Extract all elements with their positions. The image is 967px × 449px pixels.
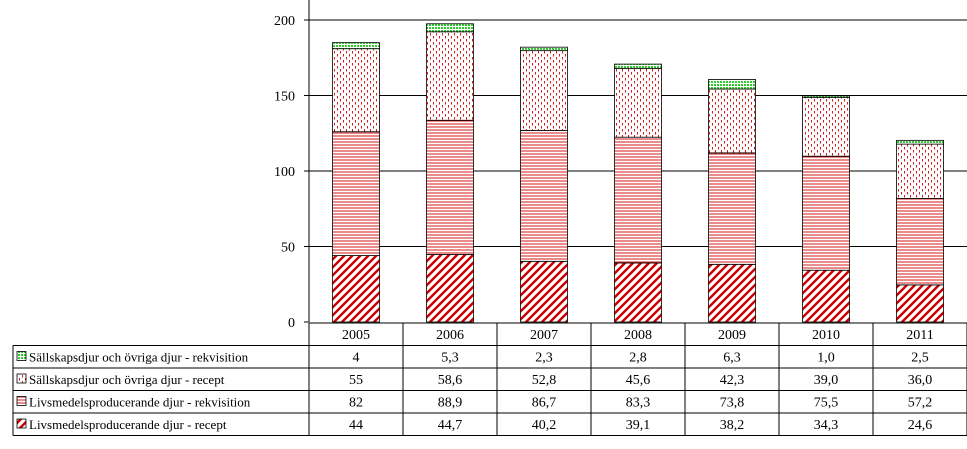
bar-segment xyxy=(520,50,568,131)
data-label: 2,8 xyxy=(629,351,647,366)
x-tick-label: 2005 xyxy=(342,328,370,343)
data-label: 55 xyxy=(349,373,363,388)
data-label: 58,6 xyxy=(438,373,463,388)
data-label: 1,0 xyxy=(817,351,835,366)
bar-segment xyxy=(896,198,944,286)
y-tick-label: 0 xyxy=(288,316,295,331)
bar-segment xyxy=(520,46,568,52)
data-label: 24,6 xyxy=(908,418,933,433)
bar-segment xyxy=(332,48,380,133)
bar-segment xyxy=(802,155,850,271)
bar-segment xyxy=(896,139,944,145)
data-label: 38,2 xyxy=(720,418,745,433)
data-label: 44,7 xyxy=(438,418,463,433)
data-label: 6,3 xyxy=(723,351,741,366)
legend-label: Livsmedelsproducerande djur - recept xyxy=(29,417,227,432)
data-label: 2,3 xyxy=(535,351,553,366)
data-label: 34,3 xyxy=(814,418,839,433)
x-tick-label: 2010 xyxy=(812,328,840,343)
bar-segment xyxy=(708,263,756,323)
y-tick-label: 50 xyxy=(281,241,295,256)
y-tick-label: 100 xyxy=(274,165,295,180)
bar-segment xyxy=(426,31,474,121)
bar-segment xyxy=(614,67,662,138)
bar-segment xyxy=(614,262,662,323)
data-label: 42,3 xyxy=(720,373,745,388)
data-label: 44 xyxy=(349,418,363,433)
bar-segment xyxy=(708,152,756,265)
x-tick-label: 2006 xyxy=(436,328,464,343)
legend-swatch xyxy=(16,418,27,429)
data-label: 57,2 xyxy=(908,396,933,411)
data-label: 83,3 xyxy=(626,396,651,411)
data-label: 88,9 xyxy=(438,396,463,411)
data-label: 4 xyxy=(353,351,360,366)
data-label: 86,7 xyxy=(532,396,557,411)
bar-segment xyxy=(614,136,662,264)
data-label: 39,1 xyxy=(626,418,651,433)
bar-segment xyxy=(426,23,474,33)
data-label: 75,5 xyxy=(814,396,839,411)
data-label: 82 xyxy=(349,396,363,411)
data-label: 45,6 xyxy=(626,373,651,388)
bar-segment xyxy=(520,260,568,323)
bar-segment xyxy=(708,88,756,154)
bar-segment xyxy=(426,254,474,323)
legend-label: Sällskapsdjur och övriga djur - rekvisit… xyxy=(29,350,249,365)
bar-segment xyxy=(520,129,568,262)
bar-segment xyxy=(332,131,380,256)
bar-segment xyxy=(614,63,662,69)
y-tick-label: 150 xyxy=(274,90,295,105)
bar-segment xyxy=(802,96,850,157)
x-tick-label: 2007 xyxy=(530,328,558,343)
x-tick-label: 2009 xyxy=(718,328,746,343)
bar-segment xyxy=(332,42,380,50)
legend-label: Sällskapsdjur och övriga djur - recept xyxy=(29,372,225,387)
bar-segment xyxy=(896,284,944,323)
bar-segment xyxy=(896,143,944,199)
x-tick-label: 2008 xyxy=(624,328,652,343)
legend-swatch xyxy=(16,373,27,384)
data-label: 2,5 xyxy=(911,351,929,366)
x-tick-label: 2011 xyxy=(906,328,933,343)
data-label: 39,0 xyxy=(814,373,839,388)
bar-segment xyxy=(708,79,756,90)
y-tick-label: 200 xyxy=(274,14,295,29)
data-label: 36,0 xyxy=(908,373,933,388)
bar-segment xyxy=(332,255,380,323)
legend-swatch xyxy=(16,351,27,361)
bar-segment xyxy=(802,95,850,98)
legend-swatch xyxy=(16,396,27,406)
data-label: 40,2 xyxy=(532,418,557,433)
bar-segment xyxy=(802,269,850,323)
data-label: 5,3 xyxy=(441,351,459,366)
data-label: 52,8 xyxy=(532,373,557,388)
legend-label: Livsmedelsproducerande djur - rekvisitio… xyxy=(29,395,251,410)
bar-segment xyxy=(426,119,474,255)
data-label: 73,8 xyxy=(720,396,745,411)
